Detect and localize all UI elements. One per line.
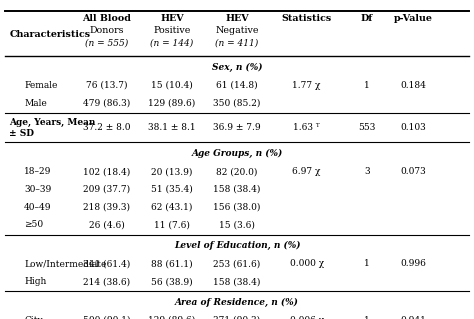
Text: 158 (38.4): 158 (38.4)	[213, 277, 261, 286]
Text: ≥50: ≥50	[24, 220, 44, 229]
Text: 129 (89.6): 129 (89.6)	[148, 99, 196, 108]
Text: 40–49: 40–49	[24, 203, 52, 212]
Text: Characteristics: Characteristics	[9, 30, 91, 39]
Text: (n = 555): (n = 555)	[85, 39, 128, 48]
Text: Statistics: Statistics	[282, 13, 332, 23]
Text: 1.77 χ: 1.77 χ	[292, 81, 321, 90]
Text: 1: 1	[364, 81, 370, 90]
Text: 1: 1	[364, 259, 370, 268]
Text: 479 (86.3): 479 (86.3)	[83, 99, 130, 108]
Text: 62 (43.1): 62 (43.1)	[151, 203, 192, 212]
Text: Positive: Positive	[153, 26, 191, 35]
Text: Age, Years, Mean
± SD: Age, Years, Mean ± SD	[9, 118, 96, 137]
Text: HEV: HEV	[160, 13, 184, 23]
Text: 26 (4.6): 26 (4.6)	[89, 220, 125, 229]
Text: 82 (20.0): 82 (20.0)	[216, 167, 258, 176]
Text: 15 (3.6): 15 (3.6)	[219, 220, 255, 229]
Text: 18–29: 18–29	[24, 167, 52, 176]
Text: Level of Education, n (%): Level of Education, n (%)	[174, 241, 300, 250]
Text: 30–39: 30–39	[24, 185, 52, 194]
Text: HEV: HEV	[225, 13, 249, 23]
Text: 38.1 ± 8.1: 38.1 ± 8.1	[148, 123, 196, 132]
Text: 0.103: 0.103	[401, 123, 427, 132]
Text: Female: Female	[24, 81, 58, 90]
Text: 0.006 χ: 0.006 χ	[290, 316, 324, 319]
Text: 37.2 ± 8.0: 37.2 ± 8.0	[83, 123, 131, 132]
Text: Sex, n (%): Sex, n (%)	[212, 63, 262, 71]
Text: 36.9 ± 7.9: 36.9 ± 7.9	[213, 123, 261, 132]
Text: Male: Male	[24, 99, 47, 108]
Text: 0.000 χ: 0.000 χ	[290, 259, 324, 268]
Text: 209 (37.7): 209 (37.7)	[83, 185, 130, 194]
Text: 102 (18.4): 102 (18.4)	[83, 167, 130, 176]
Text: Negative: Negative	[215, 26, 259, 35]
Text: 11 (7.6): 11 (7.6)	[154, 220, 190, 229]
Text: p-Value: p-Value	[394, 13, 433, 23]
Text: Age Groups, n (%): Age Groups, n (%)	[191, 149, 283, 158]
Text: Df: Df	[361, 13, 373, 23]
Text: 6.97 χ: 6.97 χ	[292, 167, 321, 176]
Text: 1: 1	[364, 316, 370, 319]
Text: (n = 411): (n = 411)	[215, 39, 259, 48]
Text: 88 (61.1): 88 (61.1)	[151, 259, 193, 268]
Text: 500 (90.1): 500 (90.1)	[83, 316, 131, 319]
Text: 20 (13.9): 20 (13.9)	[151, 167, 192, 176]
Text: 156 (38.0): 156 (38.0)	[213, 203, 261, 212]
Text: (n = 144): (n = 144)	[150, 39, 193, 48]
Text: 15 (10.4): 15 (10.4)	[151, 81, 193, 90]
Text: 61 (14.8): 61 (14.8)	[216, 81, 258, 90]
Text: 341 (61.4): 341 (61.4)	[83, 259, 130, 268]
Text: All Blood: All Blood	[82, 13, 131, 23]
Text: 0.996: 0.996	[401, 259, 427, 268]
Text: 129 (89.6): 129 (89.6)	[148, 316, 196, 319]
Text: 51 (35.4): 51 (35.4)	[151, 185, 193, 194]
Text: 0.073: 0.073	[401, 167, 427, 176]
Text: 0.941: 0.941	[401, 316, 427, 319]
Text: Low/Intermediate: Low/Intermediate	[24, 259, 107, 268]
Text: 214 (38.6): 214 (38.6)	[83, 277, 130, 286]
Text: 3: 3	[364, 167, 370, 176]
Text: 1.63 ᵀ: 1.63 ᵀ	[293, 123, 320, 132]
Text: 553: 553	[358, 123, 376, 132]
Text: Area of Residence, n (%): Area of Residence, n (%)	[175, 298, 299, 307]
Text: 371 (90.3): 371 (90.3)	[213, 316, 261, 319]
Text: Donors: Donors	[90, 26, 124, 35]
Text: City: City	[24, 316, 43, 319]
Text: 350 (85.2): 350 (85.2)	[213, 99, 261, 108]
Text: 253 (61.6): 253 (61.6)	[213, 259, 261, 268]
Text: 76 (13.7): 76 (13.7)	[86, 81, 128, 90]
Text: High: High	[24, 277, 46, 286]
Text: 218 (39.3): 218 (39.3)	[83, 203, 130, 212]
Text: 56 (38.9): 56 (38.9)	[151, 277, 193, 286]
Text: 0.184: 0.184	[401, 81, 427, 90]
Text: 158 (38.4): 158 (38.4)	[213, 185, 261, 194]
